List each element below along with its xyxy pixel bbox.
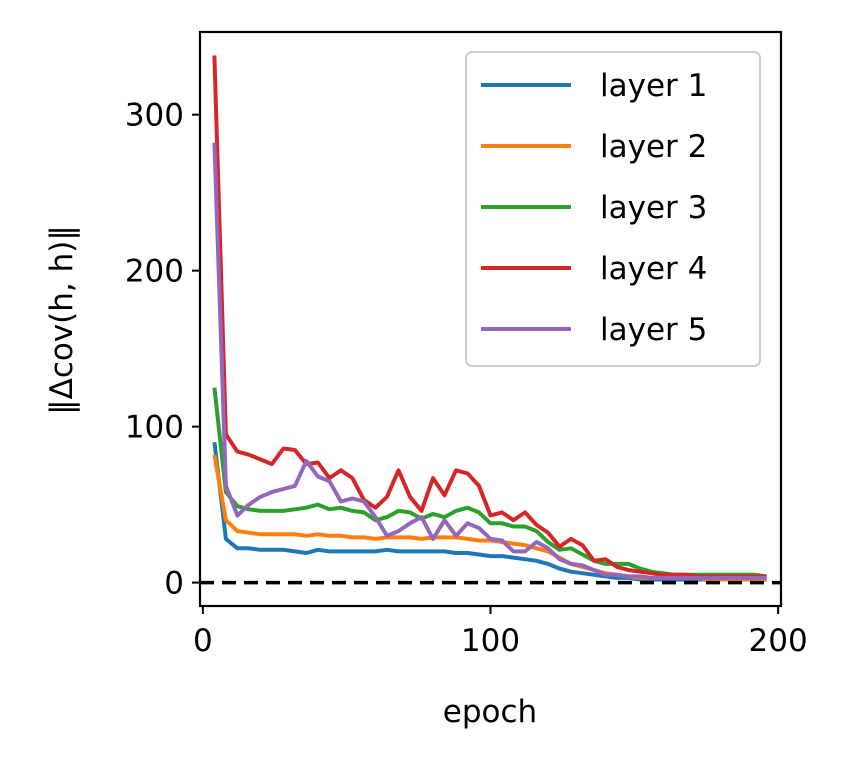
legend-box xyxy=(465,51,761,367)
y-tick-label: 300 xyxy=(125,98,184,134)
y-tick-label: 100 xyxy=(125,410,184,446)
series-line-layer-5 xyxy=(212,142,767,580)
series-group xyxy=(212,55,767,582)
x-axis-title: epoch xyxy=(443,694,537,730)
x-axis-ticks: 0 100 200 xyxy=(193,606,808,659)
y-tick-label: 200 xyxy=(125,254,184,290)
legend-label-layer-3: layer 3 xyxy=(600,190,707,226)
x-tick-label: 200 xyxy=(749,623,808,659)
y-axis-ticks: 0 100 200 300 xyxy=(125,98,200,602)
x-tick-label: 0 xyxy=(193,623,213,659)
legend-label-layer-5: layer 5 xyxy=(600,312,707,348)
y-tick-label: 0 xyxy=(164,566,184,602)
legend-label-layer-4: layer 4 xyxy=(600,251,707,287)
legend-label-layer-1: layer 1 xyxy=(600,68,707,104)
x-tick-label: 100 xyxy=(461,623,520,659)
y-axis-title: ‖Δcov(h, h)‖ xyxy=(44,225,80,415)
legend-label-layer-2: layer 2 xyxy=(600,129,707,165)
legend: layer 1 layer 2 layer 3 layer 4 layer 5 xyxy=(465,51,761,367)
